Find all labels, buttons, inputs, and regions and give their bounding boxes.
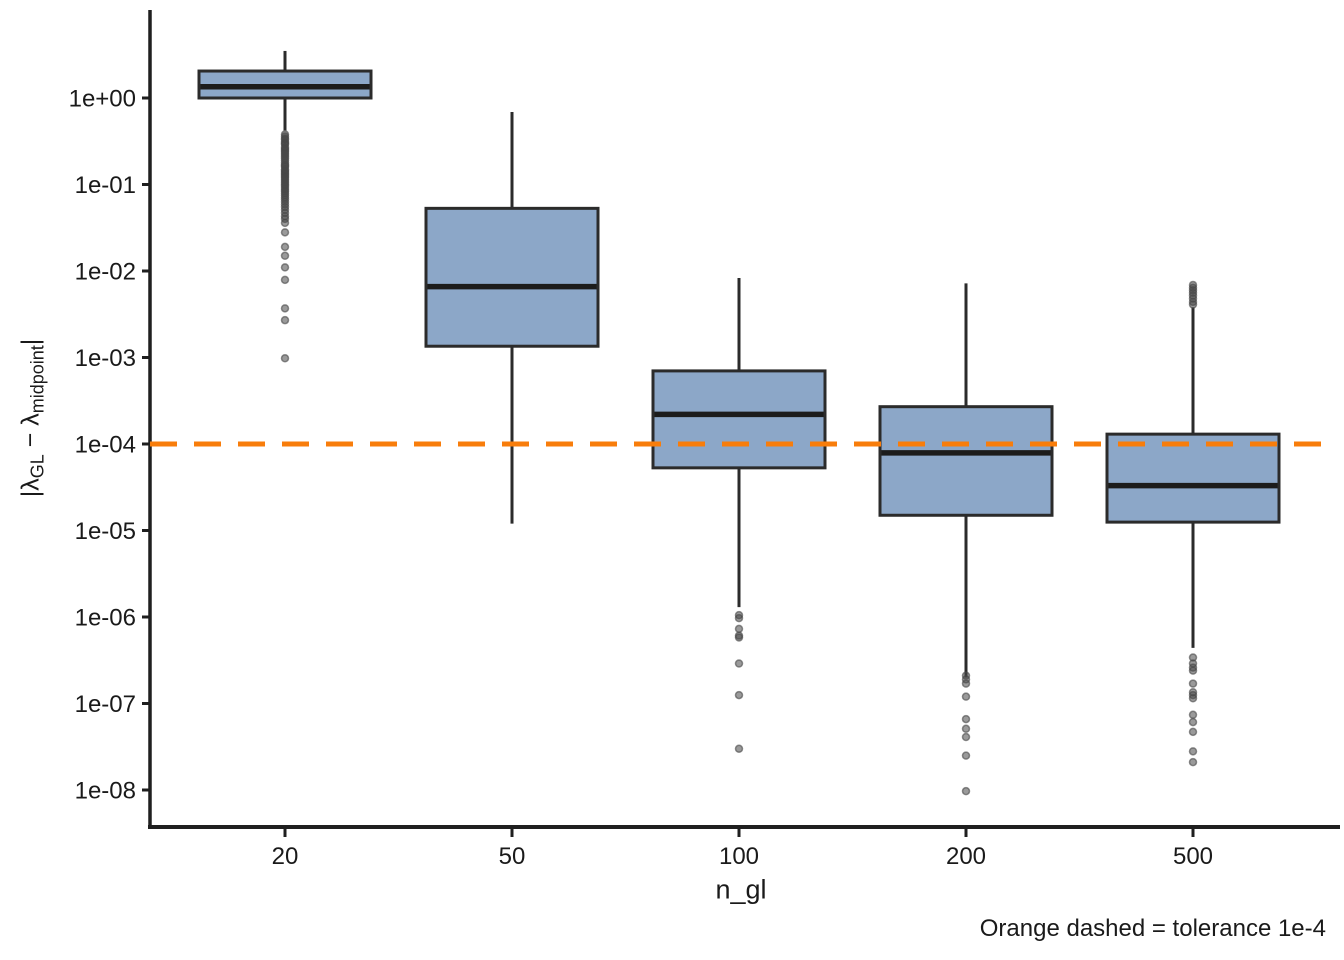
- box-n100: [651, 369, 827, 470]
- outlier-point: [734, 633, 744, 642]
- y-tick-label: 1e-04: [75, 431, 136, 458]
- outlier-point: [961, 751, 971, 760]
- outlier-point: [961, 724, 971, 734]
- y-title-subscript: midpoint: [27, 345, 48, 414]
- outlier-point: [1188, 757, 1198, 767]
- outlier-point: [280, 304, 290, 313]
- y-title-subscript: GL: [27, 454, 48, 479]
- outlier-point: [1188, 666, 1198, 675]
- outlier-point: [734, 624, 744, 634]
- y-tick-label: 1e-02: [75, 258, 136, 285]
- outlier-point: [1188, 717, 1198, 727]
- caption: Orange dashed = tolerance 1e-4: [979, 915, 1326, 942]
- y-tick-label: 1e-07: [75, 691, 136, 718]
- outlier-point: [280, 354, 290, 363]
- outlier-point: [734, 613, 744, 623]
- outlier-point: [280, 242, 290, 252]
- outlier-point: [961, 732, 971, 742]
- outlier-point: [280, 315, 290, 325]
- outlier-point: [1188, 300, 1198, 309]
- x-tick-label: 500: [1173, 843, 1213, 870]
- outlier-point: [280, 228, 290, 237]
- y-title-text: − λ: [16, 413, 45, 455]
- box-n500: [1105, 432, 1281, 524]
- outlier-point: [961, 786, 971, 796]
- y-tick-label: 1e-03: [75, 345, 136, 372]
- y-tick-label: 1e+00: [69, 85, 136, 112]
- y-tick-label: 1e-08: [75, 777, 136, 804]
- outlier-point: [1188, 727, 1198, 737]
- y-title-text: |: [16, 338, 45, 346]
- y-axis-title: |λGL − λmidpoint|: [16, 338, 48, 498]
- y-tick-label: 1e-06: [75, 604, 136, 631]
- outlier-point: [961, 679, 971, 688]
- y-tick-label: 1e-05: [75, 518, 136, 545]
- outlier-point: [961, 714, 971, 724]
- outlier-point: [1188, 679, 1198, 688]
- x-tick-label: 100: [719, 843, 759, 870]
- x-tick-label: 50: [499, 843, 526, 870]
- outlier-point: [280, 263, 290, 272]
- outlier-point: [734, 744, 744, 753]
- outlier-point: [1188, 747, 1198, 756]
- box-n200: [878, 405, 1054, 517]
- y-title-text: |λ: [16, 478, 45, 498]
- outlier-point: [1188, 710, 1198, 720]
- outlier-point: [280, 275, 290, 285]
- x-tick-label: 200: [946, 843, 986, 870]
- x-axis-title: n_gl: [715, 874, 767, 905]
- outlier-point: [734, 690, 744, 700]
- outlier-point: [280, 251, 290, 261]
- y-tick-label: 1e-01: [75, 172, 136, 199]
- outlier-point: [734, 659, 744, 668]
- outlier-point: [961, 692, 971, 701]
- outlier-point: [1188, 693, 1198, 703]
- box-n50: [424, 206, 600, 348]
- outlier-point: [280, 218, 290, 228]
- x-tick-label: 20: [272, 843, 299, 870]
